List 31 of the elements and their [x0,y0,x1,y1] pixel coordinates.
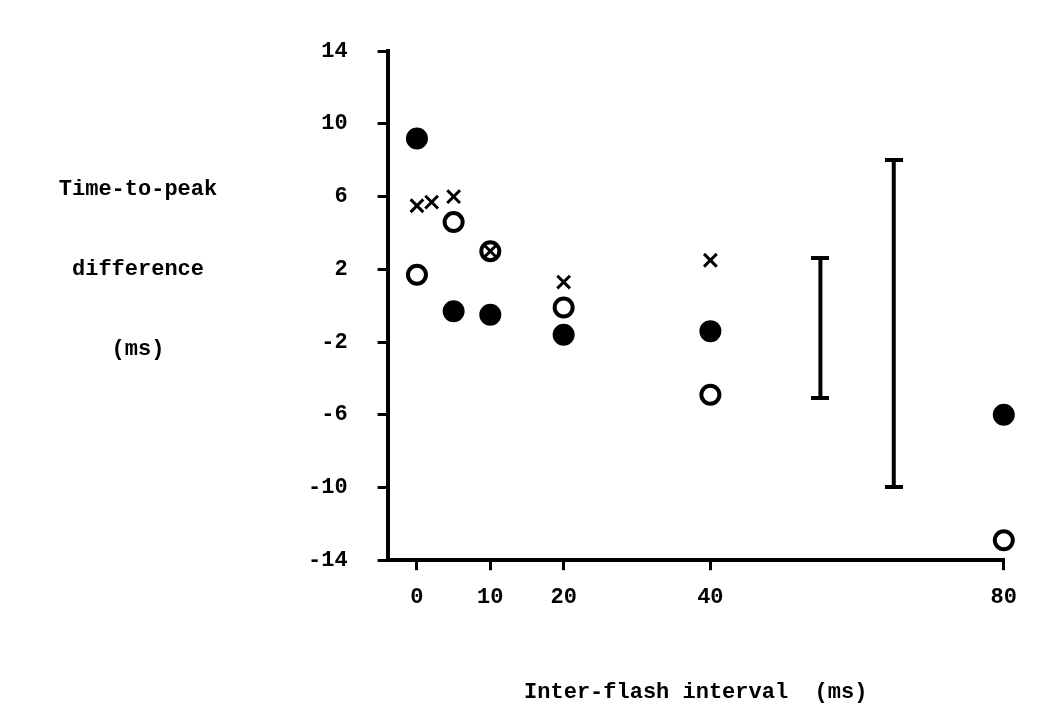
y-tick-label: 2 [334,256,348,282]
y-tick-label: 6 [334,184,348,210]
point [442,300,465,323]
point [552,296,575,319]
x-tick-label: 80 [990,584,1017,610]
x-tick-label: 0 [410,584,424,610]
y-tick-label: -10 [308,475,348,501]
point [992,403,1015,426]
point [405,127,428,150]
point [409,197,425,214]
point [442,211,465,234]
point [555,274,572,290]
y-tick-label: -2 [321,329,348,355]
x-tick-label: 40 [697,584,724,610]
y-tick-label: -14 [308,547,348,573]
x-axis-title: Inter-flash interval (ms) [524,680,868,706]
text: Time-to-peak difference (ms) [58,176,218,362]
point [405,263,428,286]
point [445,188,462,205]
point [552,323,575,346]
y-tick-label: -6 [321,402,348,428]
x-tick-label: 20 [550,584,577,610]
point [699,320,722,343]
point [423,194,440,210]
point [702,252,719,269]
x-tick-label: 10 [477,584,504,610]
y-tick-label: 14 [321,38,348,64]
point [992,529,1015,552]
point [479,303,502,326]
y-tick-label: 10 [321,111,348,137]
point [699,383,722,406]
